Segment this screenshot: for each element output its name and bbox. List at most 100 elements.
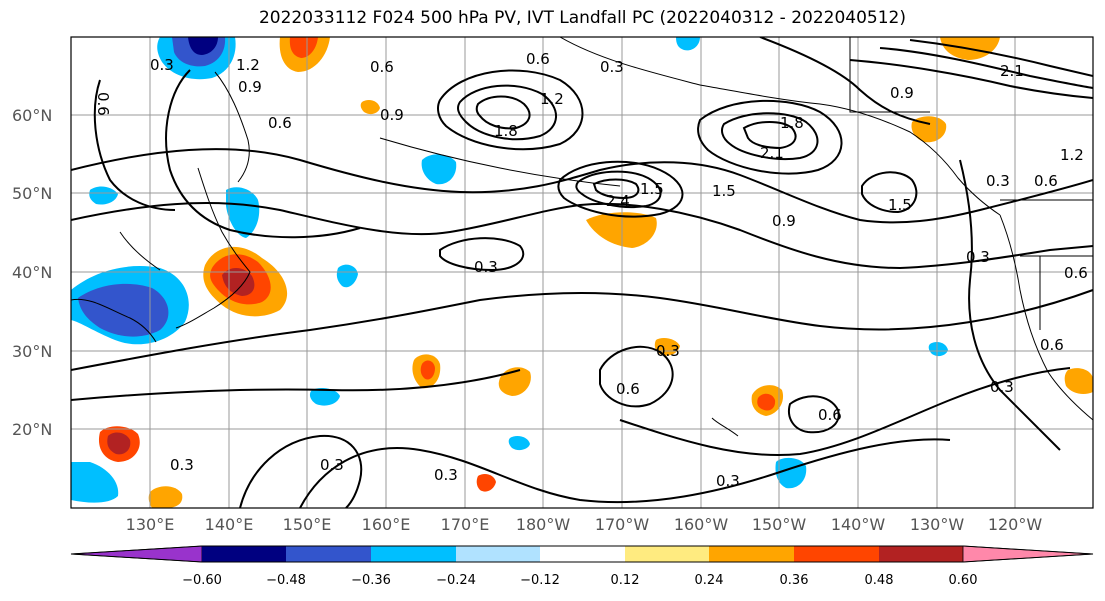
shade-n-warm-core [289, 37, 318, 58]
colorbar-seg-2 [286, 546, 371, 562]
contour-label: 0.3 [966, 248, 990, 266]
contour-jet-2 [71, 202, 1093, 270]
colorbar-tick-label: 0.36 [780, 573, 809, 588]
coast-hawaii [711, 417, 739, 437]
contour-label: 0.3 [320, 456, 344, 474]
colorbar-seg-1 [202, 546, 286, 562]
lon-tick-label: 170°E [441, 515, 490, 534]
contour-ne-bundle-3 [909, 39, 1093, 77]
contour-gyre-c [475, 95, 531, 130]
coast-kamchatka [214, 71, 250, 183]
contour-label: 0.6 [616, 380, 640, 398]
contour-labels: 0.3 1.2 0.9 0.6 0.9 0.6 0.6 0.3 0.6 1.2 … [94, 50, 1088, 490]
contour-mid-loop [439, 237, 525, 272]
colorbar-tick-label: −0.24 [436, 573, 476, 588]
contour-core-b [575, 170, 662, 209]
contour-west-loop [165, 69, 361, 239]
contour-subtrop [619, 367, 1071, 457]
lon-tick-label: 130°E [126, 515, 175, 534]
contour-ne-bundle-2 [879, 47, 1093, 89]
figure-title: 2022033112 F024 500 hPa PV, IVT Landfall… [258, 8, 906, 28]
shade-patch-6 [421, 154, 457, 185]
colorbar-outline [70, 545, 1094, 563]
lat-tick-label: 50°N [12, 184, 52, 203]
border-alaska [849, 37, 930, 113]
shade-aleutian-warm [586, 212, 657, 248]
shade-patch-7 [226, 187, 260, 238]
colorbar-seg-9 [879, 546, 963, 562]
shade-patch-14 [476, 474, 496, 492]
colorbar-seg-6 [625, 546, 709, 562]
lat-tick-label: 30°N [12, 342, 52, 361]
shade-patch-5 [148, 486, 183, 508]
colorbar-tick-label: −0.60 [182, 573, 222, 588]
contour-label: 0.3 [434, 466, 458, 484]
lon-tick-label: 140°E [205, 515, 254, 534]
contour-label: 1.5 [712, 182, 736, 200]
shade-patch-4-core [107, 432, 131, 455]
coast-alaska [559, 37, 1001, 216]
contour-gulf [861, 171, 918, 214]
contour-jet-1 [71, 148, 1093, 224]
contour-label: 0.6 [268, 114, 292, 132]
contour-label: 1.2 [236, 56, 260, 74]
contour-east-a [697, 99, 843, 175]
contour-label: 1.8 [780, 114, 804, 132]
lon-tick-label: 150°W [752, 515, 807, 534]
contour-ne-bundle-1 [849, 59, 1093, 99]
colorbar-tick-label: 0.60 [949, 573, 978, 588]
contour-label: 1.2 [540, 90, 564, 108]
contour-label: 0.9 [890, 84, 914, 102]
shade-patch-15 [676, 37, 700, 51]
shade-patch-10 [336, 264, 358, 288]
shade-patch-11 [89, 186, 118, 205]
lon-tick-label: 180°W [516, 515, 571, 534]
colorbar: −0.60 −0.48 −0.36 −0.24 −0.12 0.12 0.24 … [70, 545, 1094, 588]
shade-japan-warm-peak [222, 267, 255, 296]
lat-axis: 60°N 50°N 40°N 30°N 20°N [12, 106, 52, 439]
coast-west-us [999, 214, 1093, 421]
contour-south [299, 438, 951, 508]
contour-nw-ring [93, 79, 176, 211]
contour-label: 0.6 [370, 58, 394, 76]
lon-tick-label: 150°E [283, 515, 332, 534]
contour-label: 1.5 [640, 180, 664, 198]
colorbar-seg-8 [794, 546, 879, 562]
contour-label: 0.3 [600, 58, 624, 76]
contour-label: 1.5 [888, 196, 912, 214]
contour-label: 0.3 [656, 342, 680, 360]
shade-patch-19 [1064, 368, 1093, 394]
shade-patch-16 [360, 100, 380, 115]
shading-layer [71, 37, 1093, 508]
map-content: 0.3 1.2 0.9 0.6 0.9 0.6 0.6 0.3 0.6 1.2 … [71, 37, 1093, 508]
shade-patch-1-core [420, 360, 435, 380]
contour-gyre-b [457, 84, 557, 141]
shade-patch-18 [928, 342, 948, 357]
contour-ne-bundle-4 [759, 37, 931, 125]
map-frame [70, 36, 1094, 509]
contour-label: 0.9 [772, 212, 796, 230]
contour-core-c [592, 178, 640, 200]
contour-hawaii-loop [788, 395, 840, 434]
colorbar-tick-label: 0.12 [611, 573, 640, 588]
colorbar-seg-3 [371, 546, 456, 562]
colorbar-seg-0 [70, 545, 203, 563]
lon-tick-label: 140°W [831, 515, 886, 534]
contour-label: 0.3 [990, 378, 1014, 396]
contour-label: 0.3 [716, 472, 740, 490]
lon-axis: 130°E 140°E 150°E 160°E 170°E 180°W 170°… [126, 515, 1043, 534]
shade-china-cold-core [78, 283, 169, 337]
coast-japan [175, 167, 251, 329]
contour-label: 2.1 [760, 144, 784, 162]
lat-tick-label: 40°N [12, 263, 52, 282]
contour-mid-south [599, 345, 674, 408]
shade-patch-17 [508, 436, 530, 451]
contour-label: 0.9 [238, 78, 262, 96]
contour-label: 0.9 [380, 106, 404, 124]
coastlines [71, 37, 1093, 437]
border-mexico [1020, 255, 1093, 330]
contour-label: 0.6 [526, 50, 550, 68]
contour-label: 2.4 [606, 192, 630, 210]
colorbar-seg-7 [709, 546, 794, 562]
